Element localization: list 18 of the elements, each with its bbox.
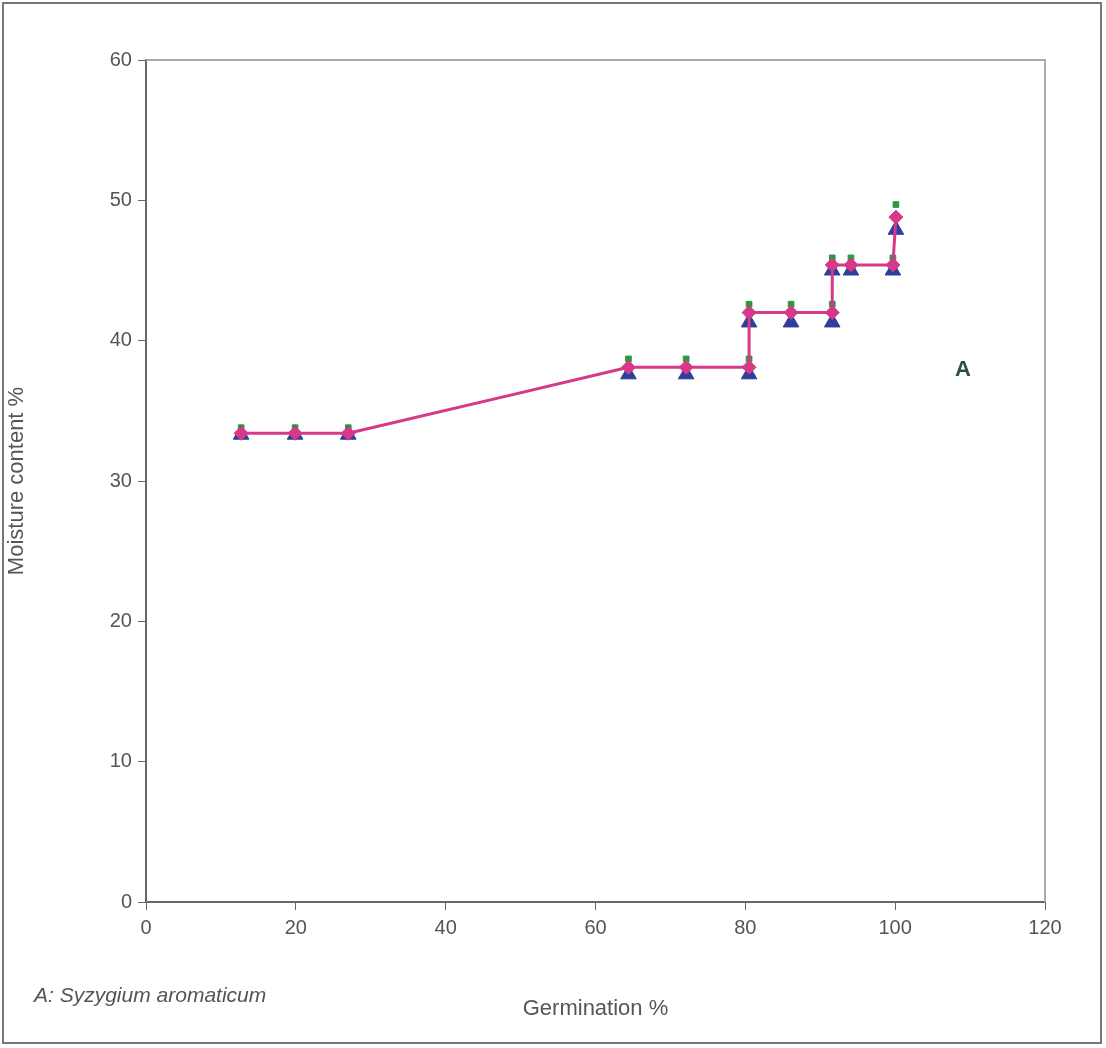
x-tick-label: 20 (284, 915, 307, 938)
x-tick-label: 100 (878, 915, 912, 938)
y-tick-label: 20 (109, 608, 132, 631)
x-tick-label: 80 (734, 915, 757, 938)
x-tick-label: 0 (140, 915, 152, 938)
x-tick-label: 40 (434, 915, 457, 938)
y-tick-label: 30 (109, 468, 132, 491)
y-axis-title: Moisture content % (3, 386, 29, 576)
x-tick-label: 60 (584, 915, 607, 938)
y-tick-label: 60 (109, 47, 132, 70)
x-axis-title: Germination % (522, 994, 669, 1020)
text: A: Syzygium aromaticum (32, 982, 267, 1006)
x-tick-label: 120 (1028, 915, 1062, 938)
y-tick-label: 50 (109, 187, 132, 210)
y-tick-label: 0 (120, 889, 132, 912)
y-tick-label: 10 (109, 749, 132, 772)
y-tick-label: 40 (109, 328, 132, 351)
annotation: A (955, 356, 972, 382)
